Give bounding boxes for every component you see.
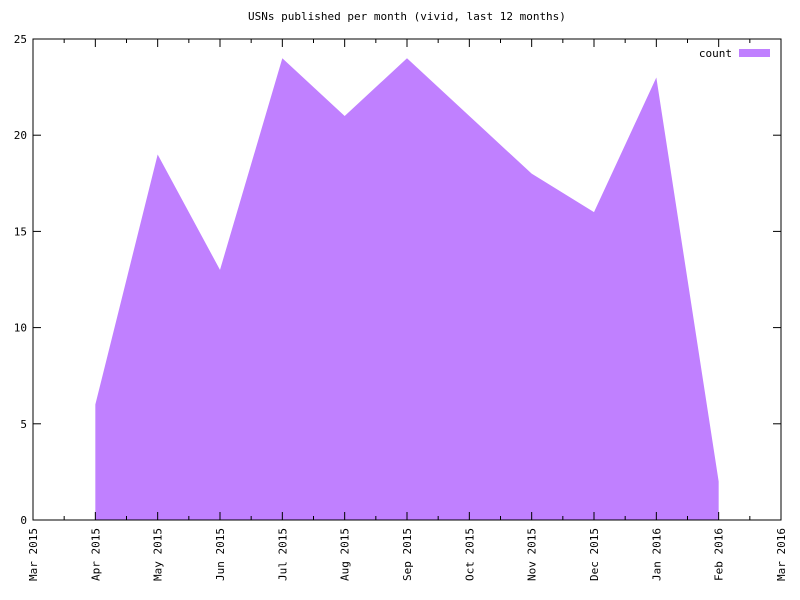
x-tick-label: Feb 2016 — [713, 528, 726, 581]
x-tick-label: Aug 2015 — [339, 528, 352, 581]
y-tick-label: 10 — [14, 322, 27, 335]
y-tick-label: 15 — [14, 225, 27, 238]
x-tick-label: Jun 2015 — [214, 528, 227, 581]
x-tick-label: Sep 2015 — [401, 528, 414, 581]
y-tick-label: 25 — [14, 33, 27, 46]
y-tick-label: 5 — [20, 418, 27, 431]
x-tick-label: Mar 2016 — [775, 528, 788, 581]
y-tick-label: 0 — [20, 514, 27, 527]
x-tick-label: Oct 2015 — [463, 528, 476, 581]
x-tick-label: Mar 2015 — [27, 528, 40, 581]
x-tick-label: Dec 2015 — [588, 528, 601, 581]
x-tick-label: Apr 2015 — [89, 528, 102, 581]
y-tick-label: 20 — [14, 129, 27, 142]
x-tick-label: Nov 2015 — [526, 528, 539, 581]
legend-swatch — [739, 49, 770, 57]
x-tick-label: Jan 2016 — [650, 528, 663, 581]
legend-label: count — [699, 47, 732, 60]
area — [95, 58, 719, 521]
x-tick-label: Jul 2015 — [276, 528, 289, 581]
chart-title: USNs published per month (vivid, last 12… — [248, 10, 566, 23]
x-tick-label: May 2015 — [152, 528, 165, 581]
